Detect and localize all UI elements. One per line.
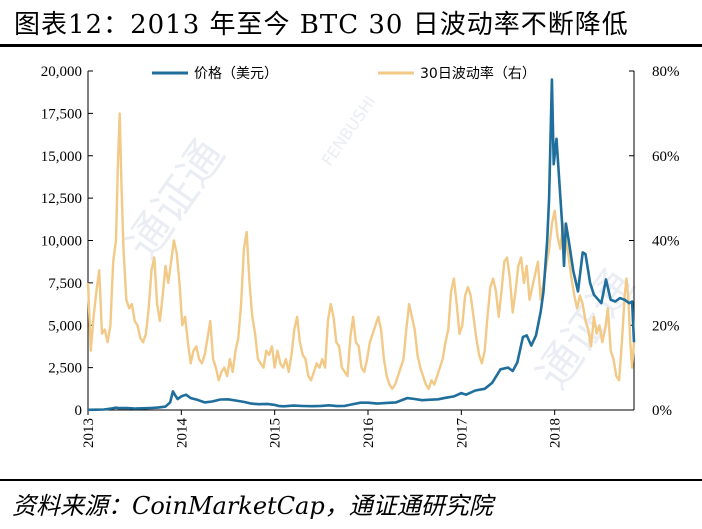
x-tick-label: 2014	[174, 418, 190, 449]
x-tick-label: 2013	[81, 418, 97, 448]
left-tick-label: 7,500	[48, 276, 82, 292]
x-tick-label: 2018	[548, 418, 564, 448]
source-rule	[0, 479, 702, 481]
chart-legend: 价格（美元） 30日波动率（右）	[152, 65, 536, 82]
chart-title: 图表12：2013 年至今 BTC 30 日波动率不断降低	[14, 10, 629, 40]
x-tick-label: 2015	[268, 418, 284, 448]
right-tick-label: 80%	[652, 64, 680, 80]
right-tick-label: 0%	[652, 403, 672, 419]
left-tick-label: 17,500	[41, 106, 82, 122]
right-tick-label: 60%	[652, 149, 680, 165]
title-rule	[0, 44, 702, 47]
left-tick-label: 2,500	[48, 361, 82, 377]
left-tick-label: 5,000	[48, 318, 82, 334]
source-note: 资料来源：CoinMarketCap，通证通研究院	[12, 492, 493, 520]
x-tick-label: 2016	[361, 418, 377, 449]
left-tick-label: 20,000	[41, 64, 82, 80]
left-tick-label: 0	[75, 403, 83, 419]
legend-label: 价格（美元）	[194, 66, 278, 82]
chart-lines	[86, 78, 636, 412]
title-bar: 图表12：2013 年至今 BTC 30 日波动率不断降低	[0, 0, 702, 44]
left-tick-label: 12,500	[41, 191, 82, 207]
price-series-line	[87, 78, 636, 412]
right-tick-label: 40%	[652, 234, 680, 250]
left-tick-label: 10,000	[41, 234, 82, 250]
right-tick-label: 20%	[652, 318, 680, 334]
x-tick-label: 2017	[454, 418, 470, 449]
left-tick-label: 15,000	[41, 149, 82, 165]
legend-label: 30日波动率（右）	[420, 65, 536, 82]
watermark-latin: FENBUSHI	[318, 92, 380, 169]
